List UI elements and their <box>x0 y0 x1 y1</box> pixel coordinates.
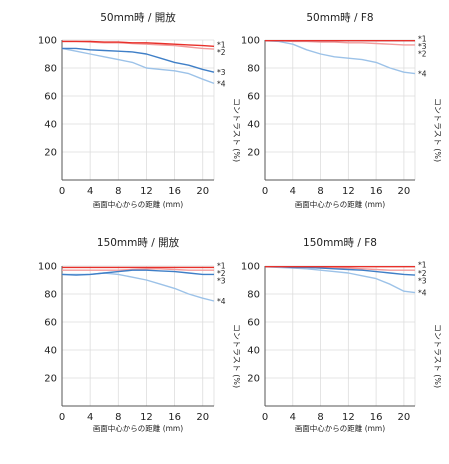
chart-panel-4: 150mm時 / F8 0 4 8 12 16 20 20 40 60 80 100 画面中心からの距離… <box>241 237 442 433</box>
series-tag-4: *4 <box>217 79 226 88</box>
chart-title: 50mm時 / 開放 <box>100 11 176 24</box>
y-tick-label: 60 <box>247 318 260 329</box>
series-tag-3: *3 <box>217 68 226 77</box>
x-tick-label: 20 <box>398 186 411 197</box>
series-tag-3: *3 <box>418 42 427 51</box>
x-tick-label: 8 <box>115 186 121 197</box>
x-tick-label: 12 <box>140 412 153 423</box>
x-tick-label: 12 <box>342 186 355 197</box>
y-tick-label: 60 <box>247 92 260 103</box>
x-tick-label: 0 <box>262 412 268 423</box>
series-tag-4: *4 <box>217 297 226 306</box>
y-tick-label: 80 <box>247 290 260 301</box>
series-line-2 <box>62 268 214 271</box>
y-tick-label: 40 <box>247 120 260 131</box>
x-tick-label: 16 <box>168 186 181 197</box>
y-axis-label: コントラスト (%) <box>433 324 442 388</box>
series-line-3 <box>62 47 215 73</box>
series-tag-2: *2 <box>418 50 427 59</box>
y-tick-label: 80 <box>44 64 57 75</box>
chart-panel-1: 50mm時 / 開放 0 4 8 12 16 20 20 40 60 80 100 画面中心からの距離 … <box>38 11 241 209</box>
x-axis-label: 画面中心からの距離 (mm) <box>93 199 183 209</box>
y-tick-label: 80 <box>247 64 260 75</box>
series-tag-2: *2 <box>217 269 226 278</box>
y-tick-label: 40 <box>44 120 57 131</box>
x-tick-label: 4 <box>290 186 296 197</box>
y-tick-label: 100 <box>38 262 57 273</box>
series-line-1 <box>62 40 215 47</box>
y-axis-label: コントラスト (%) <box>232 98 241 162</box>
x-tick-label: 4 <box>87 186 93 197</box>
y-tick-label: 100 <box>38 36 57 47</box>
series-tag-2: *2 <box>217 48 226 57</box>
x-tick-label: 0 <box>59 412 65 423</box>
x-tick-label: 0 <box>59 186 65 197</box>
series-line-3 <box>61 269 214 276</box>
series-line-4 <box>61 47 215 85</box>
y-tick-label: 40 <box>247 346 260 357</box>
series-line-4 <box>62 272 215 302</box>
x-tick-label: 4 <box>290 412 296 423</box>
y-tick-label: 100 <box>241 36 260 47</box>
x-tick-label: 12 <box>342 412 355 423</box>
x-tick-label: 12 <box>140 186 153 197</box>
series-tag-1: *1 <box>418 35 427 44</box>
x-axis-label: 画面中心からの距離 (mm) <box>295 199 385 209</box>
y-tick-label: 100 <box>241 262 260 273</box>
y-tick-label: 80 <box>44 290 57 301</box>
series-line-4 <box>264 40 416 75</box>
y-tick-label: 20 <box>247 148 260 159</box>
y-axis-label: コントラスト (%) <box>433 98 442 162</box>
x-axis-label: 画面中心からの距離 (mm) <box>295 423 385 433</box>
y-tick-label: 20 <box>44 374 57 385</box>
series-tag-1: *1 <box>217 261 226 270</box>
chart-title: 50mm時 / F8 <box>306 12 373 24</box>
series-tag-3: *3 <box>418 277 427 286</box>
x-tick-label: 4 <box>87 412 93 423</box>
y-tick-label: 60 <box>44 318 57 329</box>
series-tag-2: *2 <box>418 269 427 278</box>
x-tick-label: 8 <box>115 412 121 423</box>
x-tick-label: 8 <box>317 186 323 197</box>
x-tick-label: 16 <box>168 412 181 423</box>
series-tag-1: *1 <box>217 40 226 49</box>
chart-panel-2: 50mm時 / F8 0 4 8 12 16 20 20 40 60 80 100 画面中心からの距離 … <box>241 12 442 209</box>
chart-title: 150mm時 / 開放 <box>97 236 180 249</box>
x-tick-label: 16 <box>370 186 383 197</box>
chart-title: 150mm時 / F8 <box>303 237 377 249</box>
series-tag-4: *4 <box>418 70 427 79</box>
x-tick-label: 20 <box>196 186 209 197</box>
x-tick-label: 8 <box>317 412 323 423</box>
series-tag-4: *4 <box>418 289 427 298</box>
x-axis-label: 画面中心からの距離 (mm) <box>93 423 183 433</box>
y-tick-label: 40 <box>44 346 57 357</box>
y-axis-label: コントラスト (%) <box>232 324 241 388</box>
y-tick-label: 20 <box>44 148 57 159</box>
y-tick-label: 60 <box>44 92 57 103</box>
x-tick-label: 20 <box>196 412 209 423</box>
x-tick-label: 16 <box>370 412 383 423</box>
y-tick-label: 20 <box>247 374 260 385</box>
x-tick-label: 20 <box>398 412 411 423</box>
series-tag-3: *3 <box>217 277 226 286</box>
series-tag-1: *1 <box>418 261 427 270</box>
chart-panel-3: 150mm時 / 開放 0 4 8 12 16 20 20 40 60 80 100 画面中心からの距離… <box>38 236 241 433</box>
x-tick-label: 0 <box>262 186 268 197</box>
